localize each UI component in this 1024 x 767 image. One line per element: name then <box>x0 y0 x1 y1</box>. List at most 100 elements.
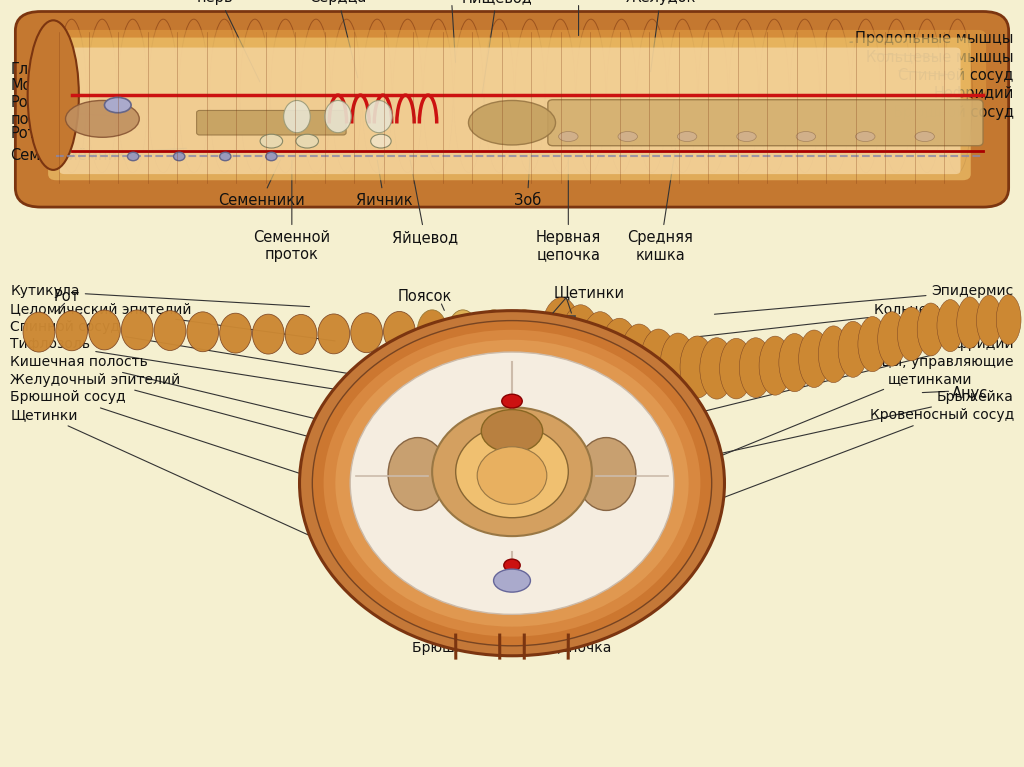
Ellipse shape <box>484 19 514 173</box>
Ellipse shape <box>698 19 728 173</box>
Ellipse shape <box>454 19 483 173</box>
Text: Желудочный эпителий: Желудочный эпителий <box>10 373 437 471</box>
Ellipse shape <box>515 19 545 173</box>
Text: Щетинки: Щетинки <box>553 285 625 301</box>
Ellipse shape <box>388 437 447 511</box>
Ellipse shape <box>371 134 391 148</box>
Text: Нефридий: Нефридий <box>904 86 1014 105</box>
Ellipse shape <box>729 19 759 173</box>
Ellipse shape <box>478 310 508 353</box>
Ellipse shape <box>561 304 600 371</box>
Ellipse shape <box>477 446 547 505</box>
Ellipse shape <box>542 298 581 365</box>
Ellipse shape <box>332 19 361 173</box>
Ellipse shape <box>559 132 578 142</box>
Ellipse shape <box>219 152 231 160</box>
Text: Кольцевые мышцы: Кольцевые мышцы <box>866 49 1014 64</box>
Ellipse shape <box>851 19 881 173</box>
Ellipse shape <box>299 311 725 656</box>
Text: Тифлозоль: Тифлозоль <box>10 337 490 413</box>
Ellipse shape <box>510 310 539 353</box>
Text: Нервная
цепочка: Нервная цепочка <box>536 158 601 262</box>
Ellipse shape <box>577 437 636 511</box>
Ellipse shape <box>383 311 416 351</box>
Ellipse shape <box>882 19 911 173</box>
Ellipse shape <box>502 394 522 408</box>
Text: Семяприёмник: Семяприёмник <box>10 148 186 163</box>
Text: Яичник: Яичник <box>355 160 413 209</box>
FancyBboxPatch shape <box>48 30 986 94</box>
Text: Продольные мышцы: Продольные мышцы <box>684 320 1014 357</box>
Ellipse shape <box>996 295 1021 344</box>
Ellipse shape <box>856 132 874 142</box>
Ellipse shape <box>301 19 331 173</box>
Ellipse shape <box>118 19 147 173</box>
FancyBboxPatch shape <box>48 38 971 180</box>
Ellipse shape <box>260 134 283 148</box>
Text: Мозг: Мозг <box>10 78 108 97</box>
FancyBboxPatch shape <box>548 100 983 146</box>
Ellipse shape <box>759 336 792 395</box>
Ellipse shape <box>943 19 973 173</box>
Ellipse shape <box>937 300 964 352</box>
Ellipse shape <box>312 321 712 646</box>
Ellipse shape <box>266 152 276 160</box>
Text: Пищевод: Пищевод <box>461 0 532 97</box>
Ellipse shape <box>797 132 815 142</box>
Ellipse shape <box>56 19 86 173</box>
Ellipse shape <box>641 329 676 393</box>
Ellipse shape <box>350 313 383 353</box>
Ellipse shape <box>912 19 942 173</box>
Ellipse shape <box>779 334 810 392</box>
Ellipse shape <box>285 314 317 354</box>
Ellipse shape <box>447 310 477 353</box>
Ellipse shape <box>252 314 285 354</box>
Ellipse shape <box>317 314 350 354</box>
Ellipse shape <box>240 19 269 173</box>
Text: Эпидермис: Эпидермис <box>715 285 1014 314</box>
Text: Рот: Рот <box>53 288 80 304</box>
Ellipse shape <box>432 407 592 536</box>
FancyBboxPatch shape <box>15 12 1009 207</box>
Ellipse shape <box>494 569 530 592</box>
Ellipse shape <box>210 19 240 173</box>
Text: Желудок: Желудок <box>626 0 695 71</box>
Text: Кровеносный сосуд: Кровеносный сосуд <box>633 408 1014 532</box>
Text: Кольцевые мышцы: Кольцевые мышцы <box>694 302 1014 337</box>
Ellipse shape <box>546 19 575 173</box>
Text: Кутикула: Кутикула <box>10 285 309 307</box>
Ellipse shape <box>977 295 1001 346</box>
Ellipse shape <box>270 19 300 173</box>
Ellipse shape <box>582 311 618 377</box>
Ellipse shape <box>720 338 753 399</box>
Ellipse shape <box>89 310 121 350</box>
Text: Щетинки: Щетинки <box>10 408 505 624</box>
Ellipse shape <box>878 311 906 366</box>
Ellipse shape <box>760 19 790 173</box>
Ellipse shape <box>897 307 926 360</box>
Text: Семенные
пузырьки: Семенные пузырьки <box>411 0 490 62</box>
FancyBboxPatch shape <box>59 48 961 174</box>
Text: Яйцевод: Яйцевод <box>392 160 458 245</box>
Text: Боковой
нерв: Боковой нерв <box>183 0 260 82</box>
Ellipse shape <box>186 312 219 352</box>
Ellipse shape <box>918 303 944 356</box>
Ellipse shape <box>173 152 184 160</box>
Ellipse shape <box>618 132 637 142</box>
Ellipse shape <box>87 19 117 173</box>
Text: Брыжейка: Брыжейка <box>658 390 1014 467</box>
FancyBboxPatch shape <box>197 110 346 135</box>
Ellipse shape <box>606 19 636 173</box>
Text: Спинной сосуд: Спинной сосуд <box>898 67 1014 83</box>
Ellipse shape <box>362 19 392 173</box>
Text: Брюшной сосуд: Брюшной сосуд <box>893 105 1014 122</box>
Ellipse shape <box>790 19 819 173</box>
Ellipse shape <box>818 326 849 383</box>
Ellipse shape <box>660 333 695 396</box>
Ellipse shape <box>739 337 772 397</box>
Ellipse shape <box>336 340 688 627</box>
Ellipse shape <box>858 317 887 372</box>
Ellipse shape <box>456 426 568 518</box>
Ellipse shape <box>956 297 983 348</box>
Ellipse shape <box>678 132 696 142</box>
